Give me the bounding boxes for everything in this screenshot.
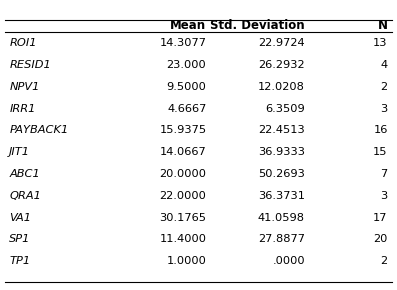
- Text: 11.4000: 11.4000: [159, 235, 206, 244]
- Text: 12.0208: 12.0208: [258, 82, 305, 92]
- Text: Mean: Mean: [170, 19, 206, 32]
- Text: 4: 4: [381, 60, 388, 70]
- Text: IRR1: IRR1: [9, 104, 36, 113]
- Text: 15: 15: [373, 147, 388, 157]
- Text: 6.3509: 6.3509: [265, 104, 305, 113]
- Text: 26.2932: 26.2932: [258, 60, 305, 70]
- Text: ROI1: ROI1: [9, 38, 37, 48]
- Text: 41.0598: 41.0598: [258, 213, 305, 223]
- Text: 36.9333: 36.9333: [258, 147, 305, 157]
- Text: QRA1: QRA1: [9, 191, 41, 201]
- Text: 13: 13: [373, 38, 388, 48]
- Text: 7: 7: [380, 169, 388, 179]
- Text: N: N: [378, 19, 388, 32]
- Text: PAYBACK1: PAYBACK1: [9, 125, 69, 135]
- Text: ABC1: ABC1: [9, 169, 40, 179]
- Text: RESID1: RESID1: [9, 60, 51, 70]
- Text: 9.5000: 9.5000: [166, 82, 206, 92]
- Text: 4.6667: 4.6667: [167, 104, 206, 113]
- Text: NPV1: NPV1: [9, 82, 40, 92]
- Text: 1.0000: 1.0000: [166, 256, 206, 266]
- Text: 22.4513: 22.4513: [258, 125, 305, 135]
- Text: 27.8877: 27.8877: [258, 235, 305, 244]
- Text: 36.3731: 36.3731: [258, 191, 305, 201]
- Text: 20.0000: 20.0000: [159, 169, 206, 179]
- Text: 2: 2: [381, 82, 388, 92]
- Text: SP1: SP1: [9, 235, 31, 244]
- Text: 30.1765: 30.1765: [159, 213, 206, 223]
- Text: 15.9375: 15.9375: [159, 125, 206, 135]
- Text: 14.0667: 14.0667: [160, 147, 206, 157]
- Text: 16: 16: [373, 125, 388, 135]
- Text: 20: 20: [373, 235, 388, 244]
- Text: 2: 2: [381, 256, 388, 266]
- Text: 50.2693: 50.2693: [258, 169, 305, 179]
- Text: 14.3077: 14.3077: [159, 38, 206, 48]
- Text: Std. Deviation: Std. Deviation: [210, 19, 305, 32]
- Text: 22.0000: 22.0000: [160, 191, 206, 201]
- Text: VA1: VA1: [9, 213, 31, 223]
- Text: 3: 3: [380, 191, 388, 201]
- Text: TP1: TP1: [9, 256, 31, 266]
- Text: 23.000: 23.000: [167, 60, 206, 70]
- Text: .0000: .0000: [272, 256, 305, 266]
- Text: 3: 3: [380, 104, 388, 113]
- Text: 17: 17: [373, 213, 388, 223]
- Text: 22.9724: 22.9724: [258, 38, 305, 48]
- Text: JIT1: JIT1: [9, 147, 30, 157]
